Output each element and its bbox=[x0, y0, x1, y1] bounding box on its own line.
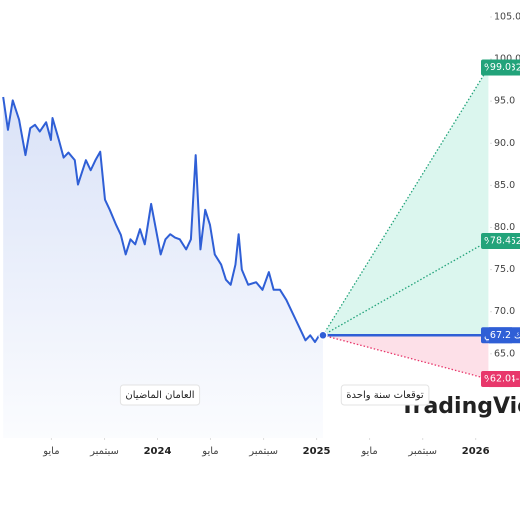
forecast-value-box bbox=[489, 59, 512, 76]
forecast-value: 99.0 bbox=[490, 62, 511, 73]
x-tick-label: سبتمبر bbox=[89, 446, 119, 457]
period-tag: توقعات سنة واحدة bbox=[340, 384, 430, 406]
x-tick-label: مايو bbox=[201, 446, 218, 457]
price-area bbox=[3, 96, 323, 439]
y-tick-label: 70.0 bbox=[494, 306, 515, 317]
period-label: توقعات سنة واحدة bbox=[346, 390, 424, 401]
x-tick-label: مايو bbox=[42, 446, 59, 457]
x-tick-label: 2026 bbox=[462, 446, 490, 457]
x-tick-label: مايو bbox=[360, 446, 377, 457]
forecast-value: 78.4 bbox=[490, 235, 511, 246]
price-line bbox=[2, 96, 324, 344]
period-box bbox=[340, 384, 430, 406]
period-tag: العامان الماضيان bbox=[119, 384, 201, 406]
x-tick-label: 2025 bbox=[303, 446, 331, 457]
forecast-value: 62.0 bbox=[490, 374, 511, 385]
x-tick-label: سبتمبر bbox=[407, 446, 437, 457]
x-tick-label: 2024 bbox=[144, 446, 172, 457]
forecast-range bbox=[322, 67, 489, 336]
forecast-line bbox=[322, 334, 489, 380]
period-box bbox=[119, 384, 201, 406]
y-tick-label: 65.0 bbox=[494, 348, 515, 359]
y-tick-label: 75.0 bbox=[494, 264, 515, 275]
y-tick-label: 100.0 bbox=[494, 54, 520, 65]
forecast-value-box bbox=[489, 371, 512, 388]
current-point bbox=[318, 330, 328, 341]
y-tick-label: 105.0 bbox=[494, 12, 520, 23]
y-tick-label: 90.0 bbox=[494, 138, 515, 149]
forecast-value-box bbox=[489, 232, 512, 249]
x-tick-label: سبتمبر bbox=[248, 446, 278, 457]
y-tick-label: 85.0 bbox=[494, 180, 515, 191]
y-tick-label: 95.0 bbox=[494, 96, 515, 107]
current-value: 67.2 bbox=[490, 330, 511, 341]
forecast-line bbox=[322, 240, 489, 336]
period-label: العامان الماضيان bbox=[125, 390, 194, 401]
y-tick-label: 80.0 bbox=[494, 222, 515, 233]
current-value-box bbox=[489, 327, 512, 344]
